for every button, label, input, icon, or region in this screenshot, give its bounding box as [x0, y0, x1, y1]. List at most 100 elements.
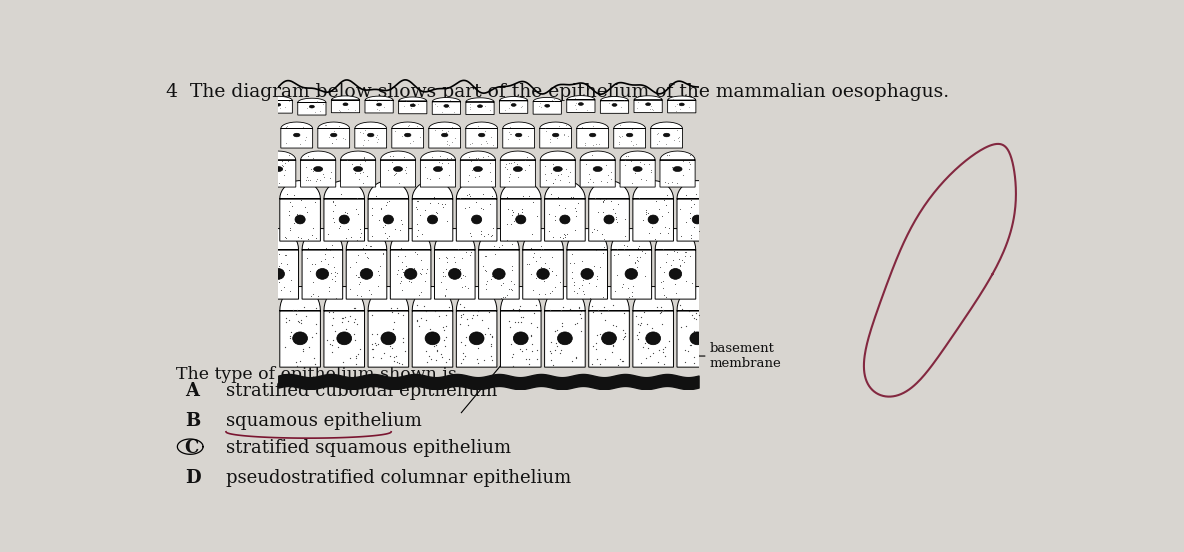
Polygon shape: [567, 229, 607, 299]
Ellipse shape: [360, 268, 373, 279]
Polygon shape: [465, 122, 497, 148]
Text: pseudostratified columnar epithelium: pseudostratified columnar epithelium: [226, 469, 571, 487]
Ellipse shape: [294, 133, 300, 137]
Text: 4  The diagram below shows part of the epithelium of the mammalian oesophagus.: 4 The diagram below shows part of the ep…: [166, 83, 950, 101]
Polygon shape: [297, 98, 326, 115]
Ellipse shape: [444, 104, 449, 107]
Polygon shape: [258, 229, 298, 299]
Text: stratified cuboidal epithelium: stratified cuboidal epithelium: [226, 382, 497, 400]
Ellipse shape: [478, 133, 485, 137]
Text: squamous epithelium: squamous epithelium: [226, 412, 422, 429]
Ellipse shape: [330, 133, 337, 137]
Ellipse shape: [381, 332, 395, 345]
Ellipse shape: [690, 332, 704, 345]
Polygon shape: [588, 286, 630, 367]
Polygon shape: [668, 96, 696, 113]
Polygon shape: [365, 96, 393, 113]
Ellipse shape: [601, 332, 617, 345]
Polygon shape: [500, 97, 528, 113]
Polygon shape: [355, 122, 387, 148]
Ellipse shape: [292, 332, 308, 345]
Polygon shape: [651, 122, 682, 148]
Ellipse shape: [427, 215, 438, 224]
Polygon shape: [324, 181, 365, 241]
Polygon shape: [540, 122, 572, 148]
Polygon shape: [613, 122, 645, 148]
Polygon shape: [317, 122, 349, 148]
Ellipse shape: [669, 268, 682, 279]
Ellipse shape: [516, 215, 526, 224]
Polygon shape: [281, 122, 313, 148]
Polygon shape: [420, 151, 456, 187]
Ellipse shape: [663, 133, 670, 137]
Polygon shape: [501, 181, 541, 241]
Ellipse shape: [560, 215, 570, 224]
Polygon shape: [633, 181, 674, 241]
Ellipse shape: [354, 167, 362, 172]
Ellipse shape: [578, 103, 584, 105]
Ellipse shape: [377, 103, 381, 106]
Ellipse shape: [515, 133, 522, 137]
Polygon shape: [588, 181, 630, 241]
Polygon shape: [580, 151, 616, 187]
Polygon shape: [465, 98, 494, 115]
Polygon shape: [677, 181, 718, 241]
Polygon shape: [412, 181, 452, 241]
Ellipse shape: [514, 332, 528, 345]
Ellipse shape: [514, 167, 522, 172]
Polygon shape: [456, 286, 497, 367]
Polygon shape: [501, 286, 541, 367]
Polygon shape: [478, 229, 520, 299]
Polygon shape: [633, 96, 662, 113]
Ellipse shape: [316, 268, 329, 279]
Ellipse shape: [471, 215, 482, 224]
Polygon shape: [503, 122, 534, 148]
Ellipse shape: [433, 167, 443, 172]
Ellipse shape: [625, 268, 637, 279]
Polygon shape: [279, 181, 321, 241]
Ellipse shape: [405, 268, 417, 279]
Ellipse shape: [545, 104, 549, 107]
Polygon shape: [399, 97, 427, 114]
Polygon shape: [279, 286, 321, 367]
Polygon shape: [380, 151, 416, 187]
Polygon shape: [368, 181, 408, 241]
Polygon shape: [456, 181, 497, 241]
Polygon shape: [391, 229, 431, 299]
Ellipse shape: [425, 332, 440, 345]
Ellipse shape: [384, 215, 393, 224]
Ellipse shape: [593, 167, 603, 172]
Polygon shape: [600, 97, 629, 113]
Text: The type of epithelium shown is: The type of epithelium shown is: [175, 366, 456, 383]
Ellipse shape: [309, 105, 315, 108]
Ellipse shape: [367, 133, 374, 137]
Ellipse shape: [339, 215, 349, 224]
Polygon shape: [533, 97, 561, 114]
Ellipse shape: [648, 215, 658, 224]
Text: basement
membrane: basement membrane: [709, 342, 781, 370]
Text: C: C: [185, 439, 199, 457]
Polygon shape: [540, 151, 575, 187]
Ellipse shape: [590, 133, 596, 137]
Ellipse shape: [693, 215, 702, 224]
Ellipse shape: [474, 167, 482, 172]
Polygon shape: [341, 151, 375, 187]
Ellipse shape: [295, 215, 305, 224]
Ellipse shape: [343, 103, 348, 105]
Ellipse shape: [393, 167, 403, 172]
Polygon shape: [633, 286, 674, 367]
Polygon shape: [302, 229, 342, 299]
Polygon shape: [324, 286, 365, 367]
Ellipse shape: [449, 268, 461, 279]
Ellipse shape: [405, 133, 411, 137]
Polygon shape: [567, 95, 596, 113]
Ellipse shape: [581, 268, 593, 279]
Polygon shape: [677, 286, 718, 367]
Polygon shape: [332, 96, 360, 113]
Ellipse shape: [272, 268, 284, 279]
Ellipse shape: [493, 268, 506, 279]
Polygon shape: [620, 151, 655, 187]
Polygon shape: [368, 286, 408, 367]
Polygon shape: [435, 229, 475, 299]
Polygon shape: [412, 286, 452, 367]
